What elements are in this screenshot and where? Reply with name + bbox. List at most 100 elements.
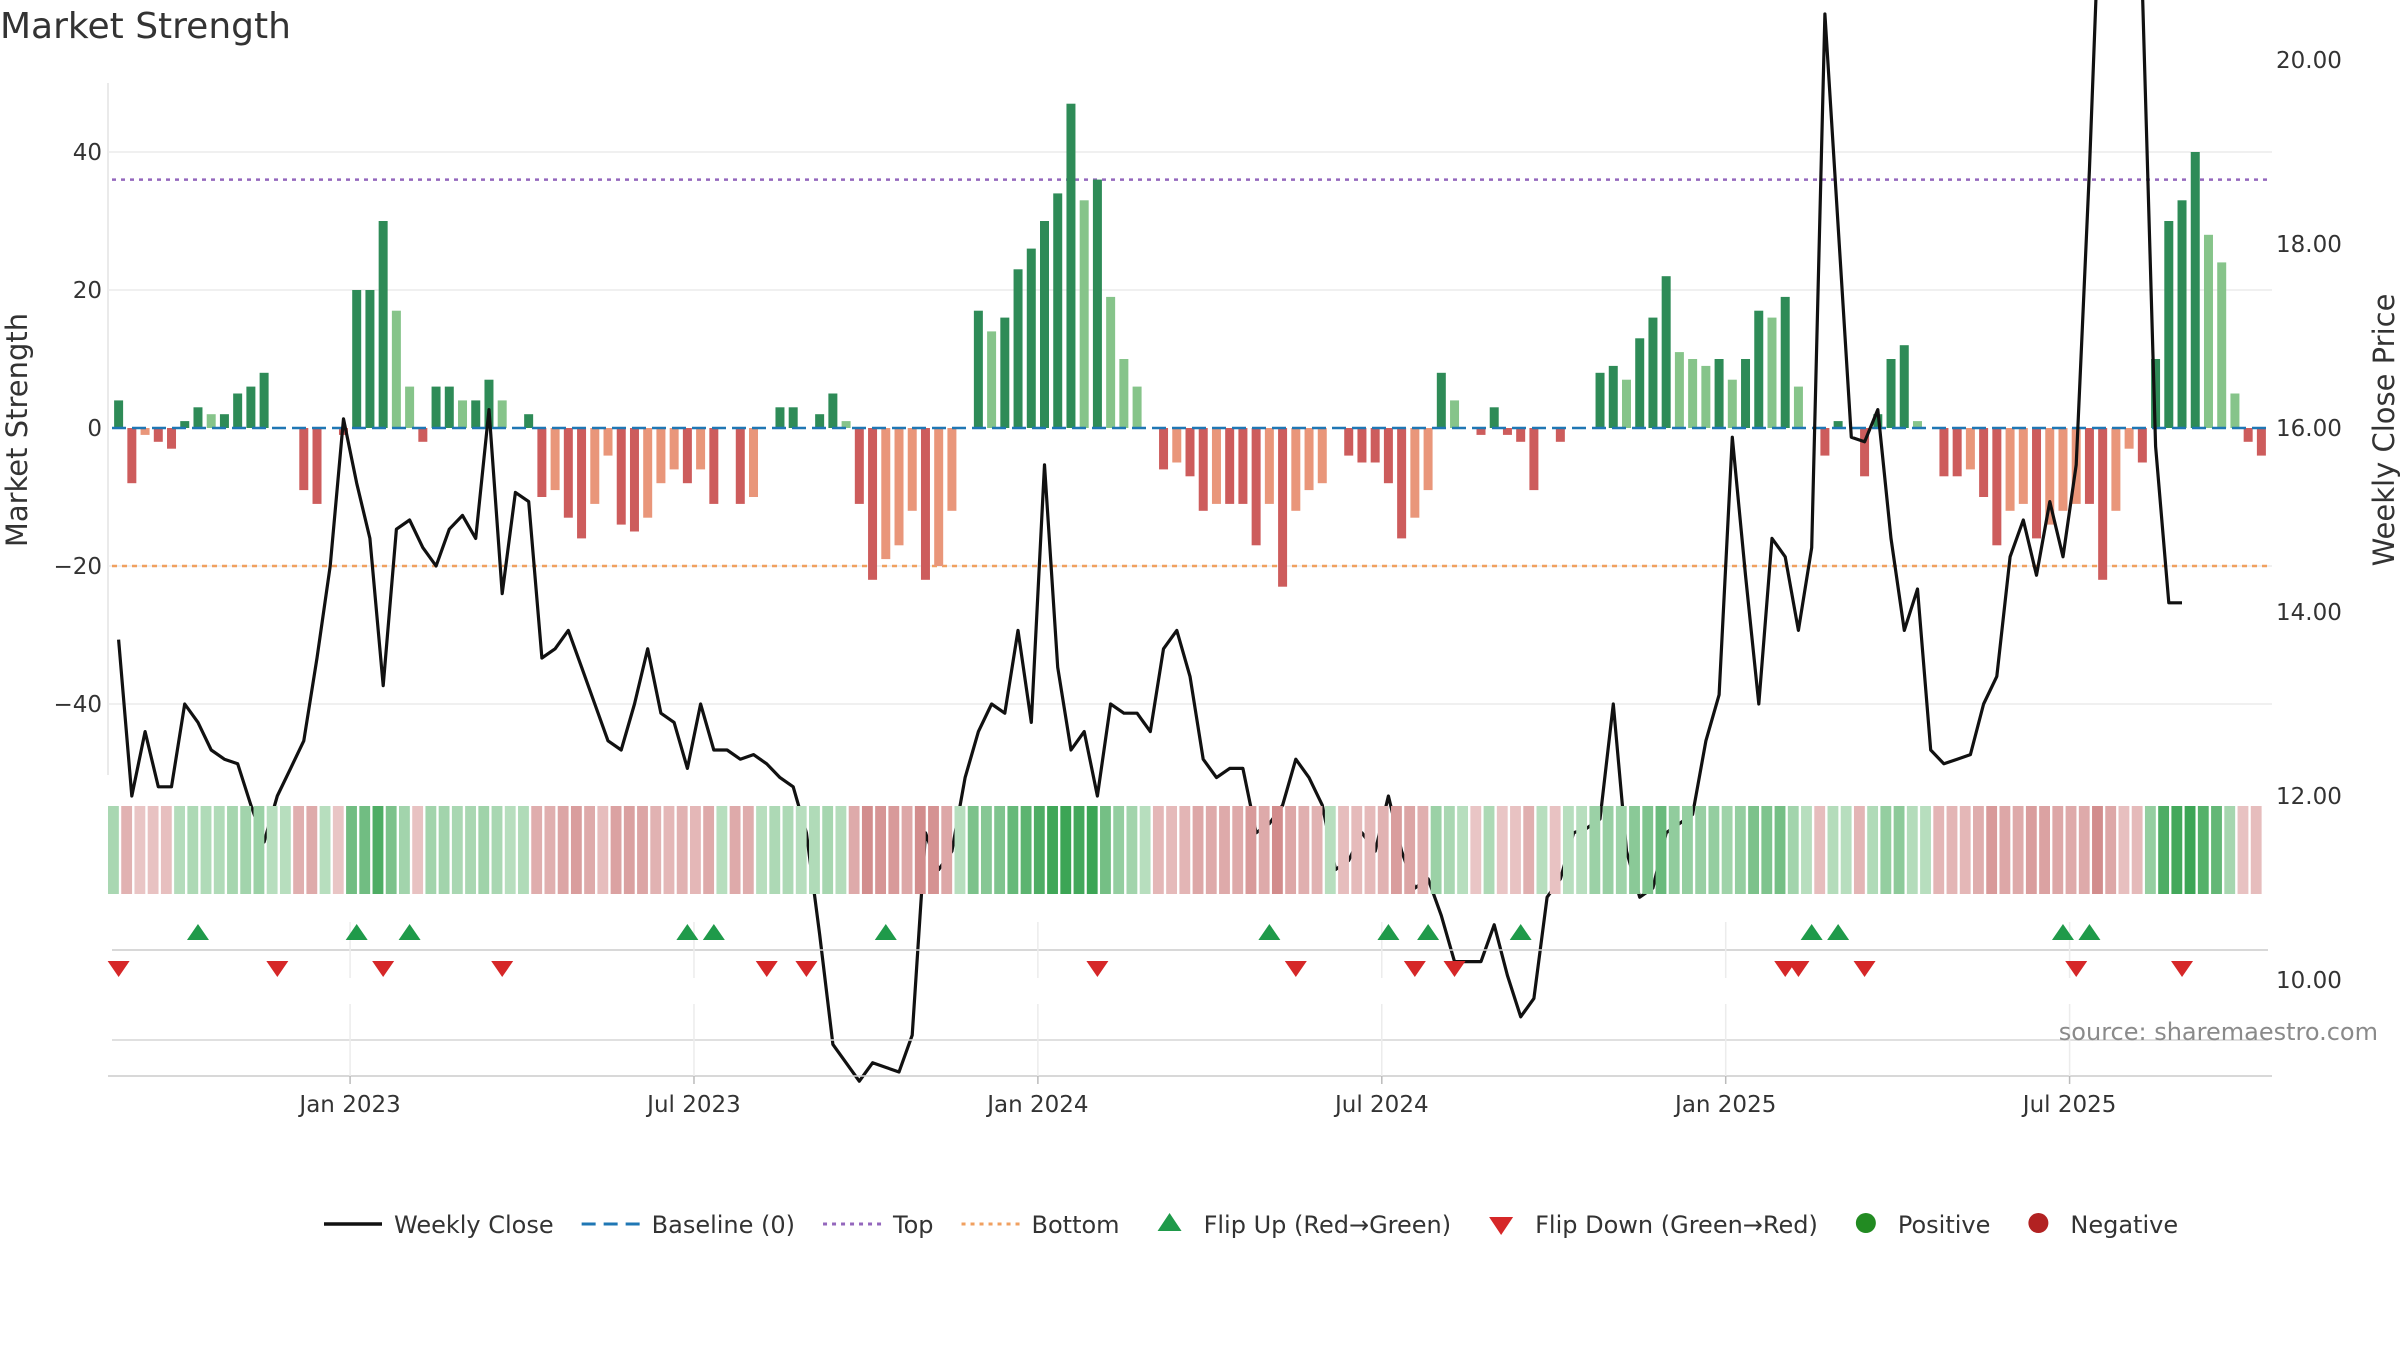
heat-cell xyxy=(451,806,463,894)
strength-bar xyxy=(2005,428,2015,511)
strength-bar xyxy=(947,428,957,511)
heat-cell xyxy=(1443,806,1455,894)
flip-panel xyxy=(107,922,2268,978)
heat-cell xyxy=(557,806,569,894)
flip-down-marker xyxy=(1284,961,1307,977)
heat-cell xyxy=(835,806,847,894)
heat-cell xyxy=(2012,806,2024,894)
strength-bar xyxy=(682,428,692,484)
strength-bar xyxy=(2164,221,2174,428)
strength-bar xyxy=(246,386,256,428)
strength-bar xyxy=(1211,428,1221,504)
heat-cell xyxy=(240,806,252,894)
legend-item: Negative xyxy=(2028,1211,2178,1239)
heat-cell xyxy=(1060,806,1072,894)
bottom-panel: source: sharemaestro.com Jan 2023 Jul 202… xyxy=(108,1004,2378,1118)
heat-cell xyxy=(306,806,318,894)
heat-cell xyxy=(1377,806,1389,894)
heat-cell xyxy=(2224,806,2236,894)
strength-bar xyxy=(1066,103,1076,428)
strength-bar xyxy=(193,407,203,428)
legend-label: Negative xyxy=(2070,1211,2178,1239)
strength-bar xyxy=(577,428,587,539)
heat-cell xyxy=(1219,806,1230,894)
strength-bars xyxy=(114,103,2266,587)
heat-cell xyxy=(861,806,873,894)
heat-cell xyxy=(425,806,437,894)
strength-bar xyxy=(1397,428,1407,539)
strength-bar xyxy=(471,400,481,428)
heat-cell xyxy=(332,806,344,894)
legend-label: Baseline (0) xyxy=(652,1211,795,1239)
heat-cell xyxy=(1655,806,1667,894)
strength-bar xyxy=(973,310,983,428)
heat-cell xyxy=(650,806,662,894)
heat-cell xyxy=(359,806,371,894)
heat-cell xyxy=(1496,806,1508,894)
heat-cell xyxy=(1391,806,1402,894)
strength-bar xyxy=(854,428,864,504)
strength-bar xyxy=(378,221,388,428)
heat-cell xyxy=(1893,806,1905,894)
strength-bar xyxy=(127,428,137,484)
flip-down-marker xyxy=(2171,961,2194,977)
heat-cell xyxy=(1682,806,1693,894)
heat-cell xyxy=(187,806,199,894)
strength-bar xyxy=(1688,359,1698,428)
strength-bar xyxy=(458,400,468,428)
heat-cell xyxy=(1020,806,1032,894)
heat-cell xyxy=(1562,806,1574,894)
legend-item: Flip Down (Green→Red) xyxy=(1489,1211,1818,1239)
heat-cell xyxy=(2039,806,2050,894)
strength-bar xyxy=(550,428,560,491)
flip-up-marker xyxy=(1258,924,1281,940)
strength-bar xyxy=(2124,428,2134,449)
legend-item: Top xyxy=(823,1211,934,1239)
heat-cell xyxy=(398,806,410,894)
legend-swatch xyxy=(2028,1213,2049,1233)
heat-cell xyxy=(2158,806,2170,894)
heat-cell xyxy=(1668,806,1680,894)
flip-down-marker xyxy=(1443,961,1466,977)
heat-cell xyxy=(253,806,265,894)
weekly-close-polyline xyxy=(117,0,2182,1083)
strength-bar xyxy=(167,428,177,449)
strength-bar xyxy=(2111,428,2121,511)
strength-bar xyxy=(1727,379,1737,428)
heat-cell xyxy=(1285,806,1297,894)
heat-cell xyxy=(1920,806,1931,894)
heat-cell xyxy=(293,806,305,894)
heat-cell xyxy=(1695,806,1707,894)
heat-cell xyxy=(848,806,860,894)
heat-cell xyxy=(1999,806,2011,894)
strength-bar xyxy=(1172,428,1182,463)
heat-cell xyxy=(412,806,424,894)
flip-down-marker xyxy=(491,961,514,977)
flip-markers xyxy=(107,924,2194,977)
heat-cell xyxy=(769,806,781,894)
y2-tick-label: 20.00 xyxy=(2276,48,2342,74)
strength-bar xyxy=(259,372,269,428)
heat-cell xyxy=(1417,806,1429,894)
strength-bar xyxy=(1013,269,1023,428)
strength-bar xyxy=(1198,428,1208,511)
heat-cell xyxy=(1761,806,1773,894)
heat-cell xyxy=(1100,806,1111,894)
heat-cell xyxy=(2144,806,2156,894)
strength-bar xyxy=(418,428,428,442)
heat-cell xyxy=(227,806,238,894)
flip-up-marker xyxy=(2078,924,2101,940)
strength-bar xyxy=(1701,365,1711,428)
heat-cell xyxy=(1973,806,1984,894)
heat-cell xyxy=(346,806,357,894)
strength-bar xyxy=(749,428,759,497)
legend-swatch xyxy=(1489,1217,1514,1235)
legend-item: Bottom xyxy=(961,1211,1120,1239)
strength-bar xyxy=(180,421,190,428)
legend: Weekly Close Baseline (0) Top Bottom Flip Up… xyxy=(324,1211,2178,1239)
heat-cell xyxy=(1047,806,1058,894)
strength-bar xyxy=(1793,386,1803,428)
heat-cell xyxy=(1007,806,1019,894)
flip-down-marker xyxy=(266,961,289,977)
